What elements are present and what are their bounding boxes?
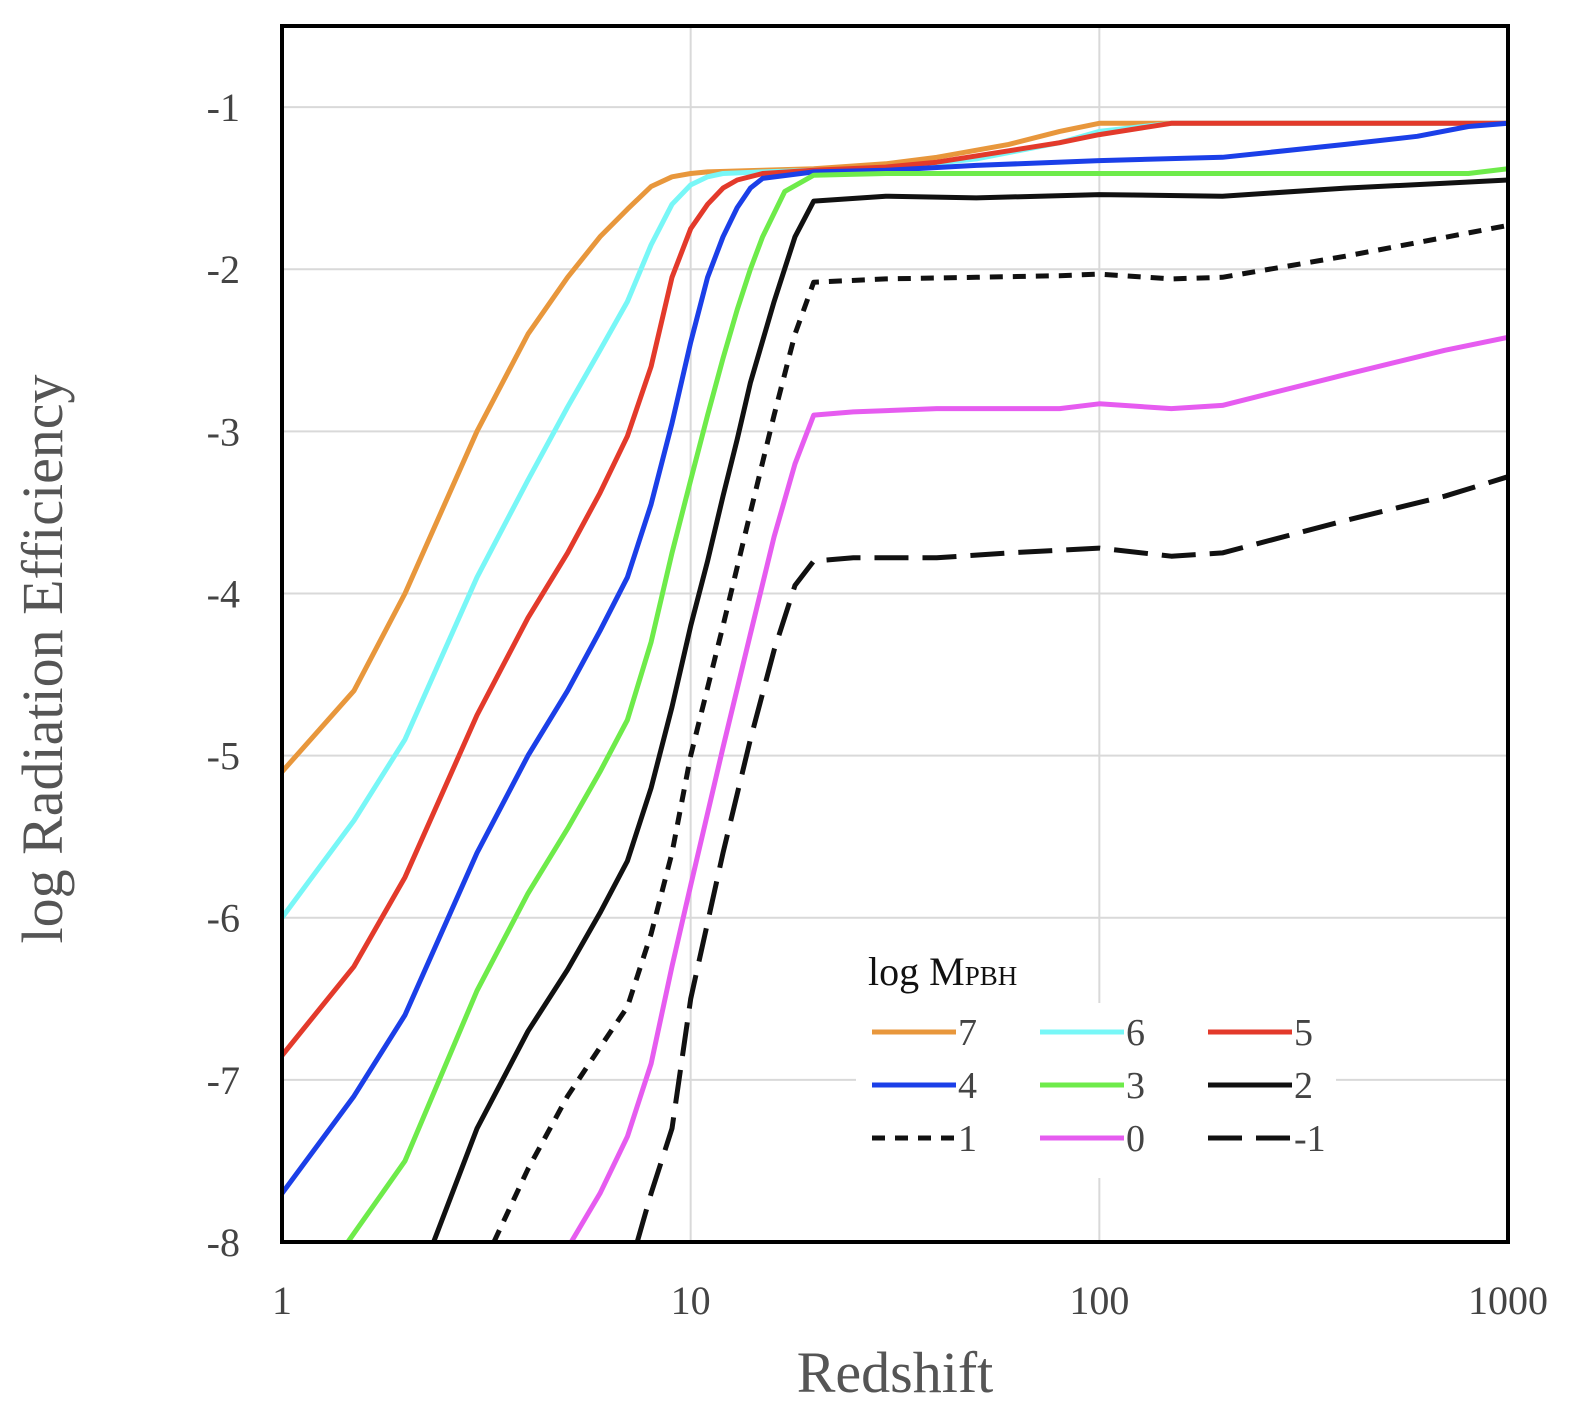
series-line-2 — [431, 177, 1508, 1242]
legend-title-subscript: PBH — [965, 961, 1018, 991]
legend-label-2: 2 — [1294, 1065, 1313, 1107]
series-lines — [282, 120, 1508, 1242]
x-tick-label: 100 — [1069, 1278, 1129, 1323]
series-line-5 — [282, 120, 1508, 1058]
legend: log MPBH 7 6 5 4 3 2 1 0 -1 — [856, 949, 1336, 1178]
legend-label-4: 4 — [958, 1065, 977, 1107]
legend-label-neg1: -1 — [1294, 1118, 1326, 1160]
series-line-3 — [345, 166, 1508, 1242]
series-line-1 — [491, 222, 1508, 1242]
x-axis-label: Redshift — [797, 1340, 994, 1405]
x-tick-label: 1 — [272, 1278, 292, 1323]
y-tick-label: -8 — [207, 1220, 240, 1265]
legend-background — [856, 1003, 1336, 1178]
legend-label-1: 1 — [958, 1118, 977, 1160]
y-axis-label: log Radiation Efficiency — [10, 374, 75, 943]
legend-label-6: 6 — [1126, 1012, 1145, 1054]
y-tick-label: -3 — [207, 409, 240, 454]
series-line-4 — [282, 120, 1508, 1195]
y-tick-label: -2 — [207, 247, 240, 292]
series-line-7 — [282, 120, 1508, 774]
series-line-neg1 — [634, 474, 1508, 1242]
x-tick-labels: 1 10 100 1000 — [272, 1278, 1548, 1323]
legend-label-7: 7 — [958, 1012, 977, 1054]
x-tick-label: 1000 — [1468, 1278, 1548, 1323]
series-line-0 — [569, 334, 1508, 1242]
y-tick-label: -5 — [207, 734, 240, 779]
y-tick-labels: -1 -2 -3 -4 -5 -6 -7 -8 — [207, 85, 240, 1265]
y-tick-label: -7 — [207, 1058, 240, 1103]
legend-title: log MPBH — [868, 949, 1017, 994]
legend-label-0: 0 — [1126, 1118, 1145, 1160]
x-tick-label: 10 — [671, 1278, 711, 1323]
y-tick-label: -6 — [207, 896, 240, 941]
legend-title-main: log M — [868, 949, 965, 994]
plot-frame — [280, 24, 1510, 1244]
legend-label-5: 5 — [1294, 1012, 1313, 1054]
y-tick-label: -4 — [207, 571, 240, 616]
legend-label-3: 3 — [1126, 1065, 1145, 1107]
y-tick-label: -1 — [207, 85, 240, 130]
